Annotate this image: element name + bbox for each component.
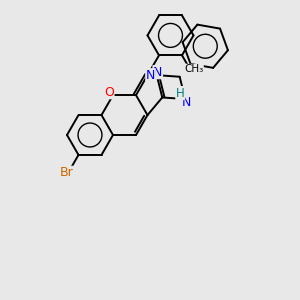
Text: CH₃: CH₃ [184,64,203,74]
Text: N: N [182,96,191,109]
Text: N: N [153,66,162,79]
Text: Br: Br [59,166,73,179]
Text: H: H [176,87,184,100]
Text: O: O [104,86,114,99]
Text: N: N [146,69,155,82]
